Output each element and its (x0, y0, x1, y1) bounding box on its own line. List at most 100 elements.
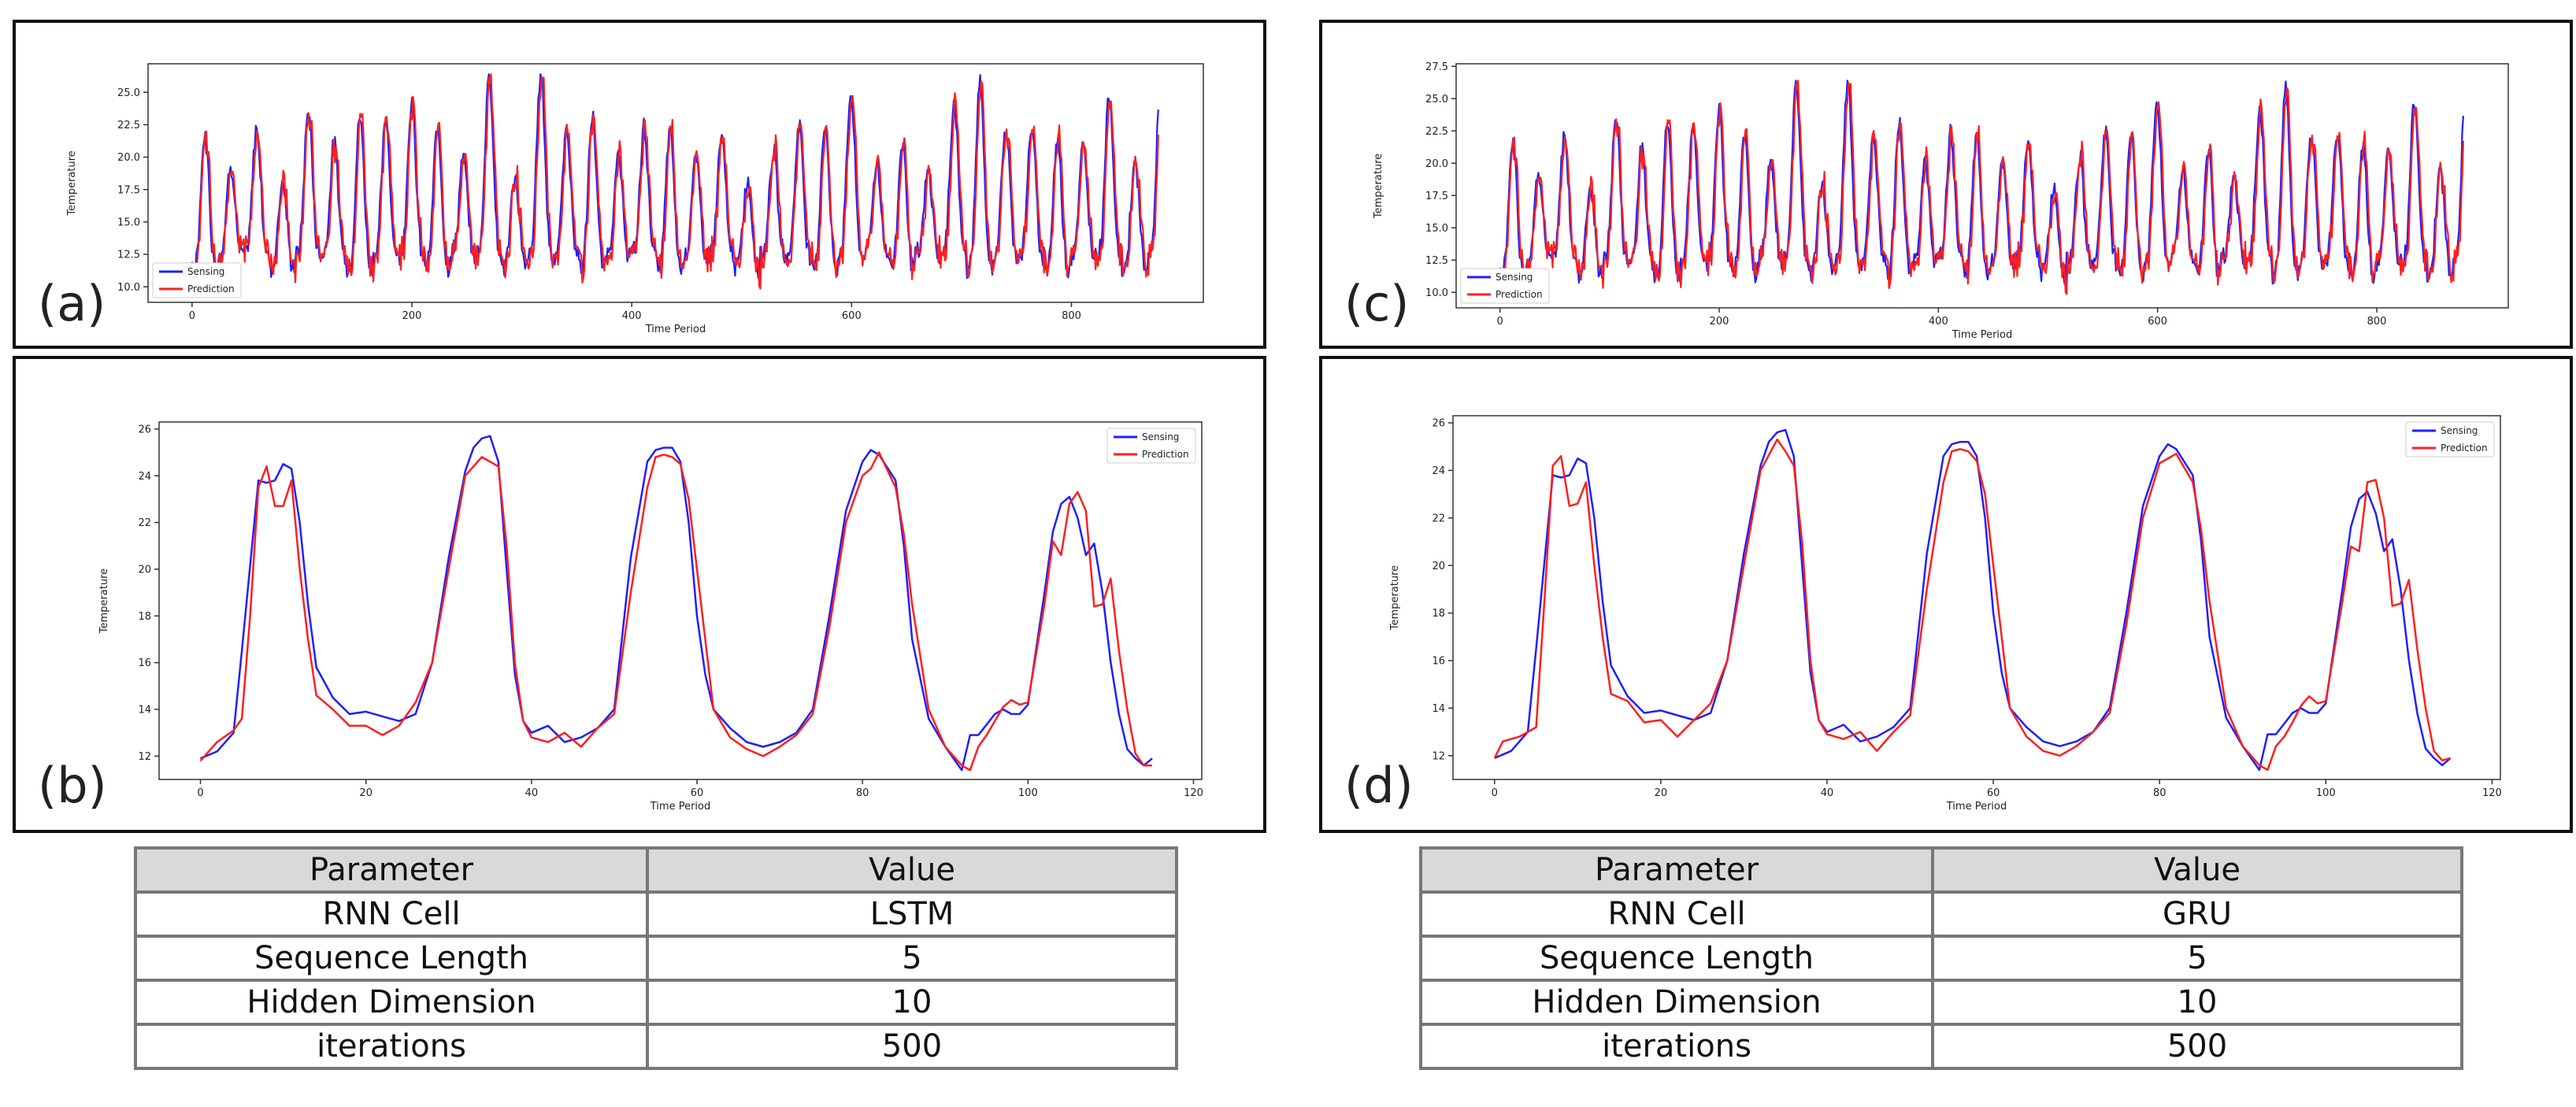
y-tick-label-d: 22 (1432, 513, 1445, 524)
legend-label-prediction: Prediction (1496, 289, 1543, 300)
x-tick-label-a: 0 (189, 310, 195, 322)
panel-c: 0 200 400 600 800 10.0 12.5 15.0 17.5 20.0 22.5 25.… (1319, 20, 2573, 349)
y-axis-label-c: Temperature (1373, 154, 1384, 219)
y-tick-label-a: 15.0 (117, 217, 140, 228)
param-cell: iterations (1419, 1023, 1934, 1070)
y-tick-label-b: 22 (138, 517, 151, 529)
y-tick-label-c: 25.0 (1425, 94, 1448, 106)
param-cell: Sequence Length (1419, 935, 1934, 982)
x-tick-label-a: 600 (842, 310, 862, 322)
x-tick-label-d: 100 (2316, 787, 2336, 799)
x-tick-label-a: 200 (402, 310, 422, 322)
table-row: Hidden Dimension 10 (134, 979, 1178, 1026)
y-tick-label-d: 18 (1432, 608, 1445, 620)
legend-c: Sensing Prediction (1460, 268, 1550, 304)
chart-c: 0 200 400 600 800 10.0 12.5 15.0 17.5 20.0 22.5 25.… (1373, 61, 2509, 341)
y-tick-label-c: 12.5 (1425, 255, 1448, 267)
table-row: iterations 500 (134, 1023, 1178, 1070)
value-cell: 10 (646, 979, 1178, 1026)
y-tick-label-c: 27.5 (1425, 61, 1448, 73)
y-tick-label-b: 16 (138, 657, 151, 669)
legend-a: Sensing Prediction (152, 262, 242, 298)
x-tick-label-a: 800 (1062, 310, 1081, 322)
value-cell: 10 (1931, 979, 2463, 1026)
plot-frame-b (158, 421, 1203, 780)
y-tick-label-a: 12.5 (117, 250, 140, 261)
param-cell: RNN Cell (134, 890, 649, 938)
x-tick-label-c: 800 (2367, 316, 2387, 328)
y-tick-label-a: 17.5 (117, 184, 140, 196)
plot-frame-a (147, 63, 1204, 303)
panel-label-c: (c) (1344, 275, 1410, 332)
legend-b: Sensing Prediction (1106, 428, 1196, 464)
header-value: Value (646, 846, 1178, 894)
legend-d: Sensing Prediction (2405, 421, 2495, 457)
legend-label-sensing: Sensing (187, 266, 224, 277)
y-tick-label-b: 24 (138, 471, 151, 483)
panel-label-b: (b) (38, 757, 107, 814)
table-row: Sequence Length 5 (1419, 935, 2463, 982)
y-tick-label-d: 12 (1432, 750, 1445, 762)
y-tick-label-d: 26 (1432, 418, 1445, 430)
legend-label-sensing: Sensing (2441, 425, 2478, 436)
y-tick-label-d: 20 (1432, 561, 1445, 572)
y-tick-label-c: 10.0 (1425, 287, 1448, 299)
panel-a: 0 200 400 600 800 10.0 12.5 15.0 17.5 20.0 22.5 25.… (13, 20, 1266, 349)
param-cell: iterations (134, 1023, 649, 1070)
y-axis-label-b: Temperature (98, 568, 110, 634)
y-tick-label-d: 24 (1432, 465, 1445, 477)
x-tick-label-c: 400 (1929, 316, 1948, 328)
header-parameter: Parameter (1419, 846, 1934, 894)
y-tick-label-c: 17.5 (1425, 191, 1448, 202)
y-tick-label-b: 18 (138, 611, 151, 623)
x-axis-label-d: Time Period (1946, 801, 2007, 813)
y-tick-label-d: 14 (1432, 703, 1445, 715)
param-cell: Sequence Length (134, 935, 649, 982)
x-axis-label-b: Time Period (650, 801, 710, 813)
y-tick-label-b: 14 (138, 705, 151, 716)
table-row: RNN Cell GRU (1419, 890, 2463, 938)
x-tick-label-c: 200 (1710, 316, 1729, 328)
x-axis-label-c: Time Period (1951, 329, 2012, 341)
table-row: Sequence Length 5 (134, 935, 1178, 982)
plot-frame-c (1455, 63, 2509, 309)
legend-label-prediction: Prediction (1142, 449, 1189, 460)
y-tick-label-a: 10.0 (117, 282, 140, 294)
value-cell: 500 (1931, 1023, 2463, 1070)
x-tick-label-b: 100 (1018, 787, 1038, 799)
panel-d: 0 20 40 60 80 100 120 12 14 16 18 20 22 24 26 Time Peri… (1319, 356, 2573, 833)
table-row: Hidden Dimension 10 (1419, 979, 2463, 1026)
x-tick-label-b: 0 (197, 787, 203, 799)
param-cell: Hidden Dimension (134, 979, 649, 1026)
y-tick-label-c: 20.0 (1425, 158, 1448, 170)
value-cell: 5 (646, 935, 1178, 982)
y-tick-label-b: 12 (138, 751, 151, 763)
x-tick-label-d: 120 (2482, 787, 2502, 799)
value-cell: LSTM (646, 890, 1178, 938)
panel-b: 0 20 40 60 80 100 120 12 14 16 18 20 22 24 26 Time Peri… (13, 356, 1266, 833)
param-cell: Hidden Dimension (1419, 979, 1934, 1026)
x-axis-label-a: Time Period (645, 324, 706, 335)
table-row: RNN Cell LSTM (134, 890, 1178, 938)
x-tick-label-d: 40 (1821, 787, 1834, 799)
x-tick-label-b: 80 (856, 787, 869, 799)
y-tick-label-a: 20.0 (117, 152, 140, 164)
y-tick-label-c: 22.5 (1425, 126, 1448, 138)
series-line-prediction-b (199, 451, 1152, 772)
y-tick-label-d: 16 (1432, 656, 1445, 668)
x-tick-label-a: 400 (622, 310, 642, 322)
series-line-prediction-d (1493, 438, 2452, 772)
x-tick-label-b: 40 (525, 787, 539, 799)
x-tick-label-b: 60 (691, 787, 704, 799)
series-line-sensing-d (1494, 428, 2452, 772)
y-tick-label-a: 25.0 (117, 87, 140, 99)
chart-d: 0 20 40 60 80 100 120 12 14 16 18 20 22 24 26 Time Peri… (1389, 415, 2502, 813)
legend-label-sensing: Sensing (1142, 431, 1179, 442)
chart-b: 0 20 40 60 80 100 120 12 14 16 18 20 22 24 26 Time Peri… (98, 421, 1203, 813)
y-tick-label-a: 22.5 (117, 120, 140, 131)
x-tick-label-d: 80 (2153, 787, 2166, 799)
plot-frame-d (1452, 415, 2501, 780)
x-tick-label-d: 20 (1655, 787, 1668, 799)
chart-a: 0 200 400 600 800 10.0 12.5 15.0 17.5 20.0 22.5 25.… (66, 63, 1204, 335)
legend-label-sensing: Sensing (1496, 272, 1533, 283)
